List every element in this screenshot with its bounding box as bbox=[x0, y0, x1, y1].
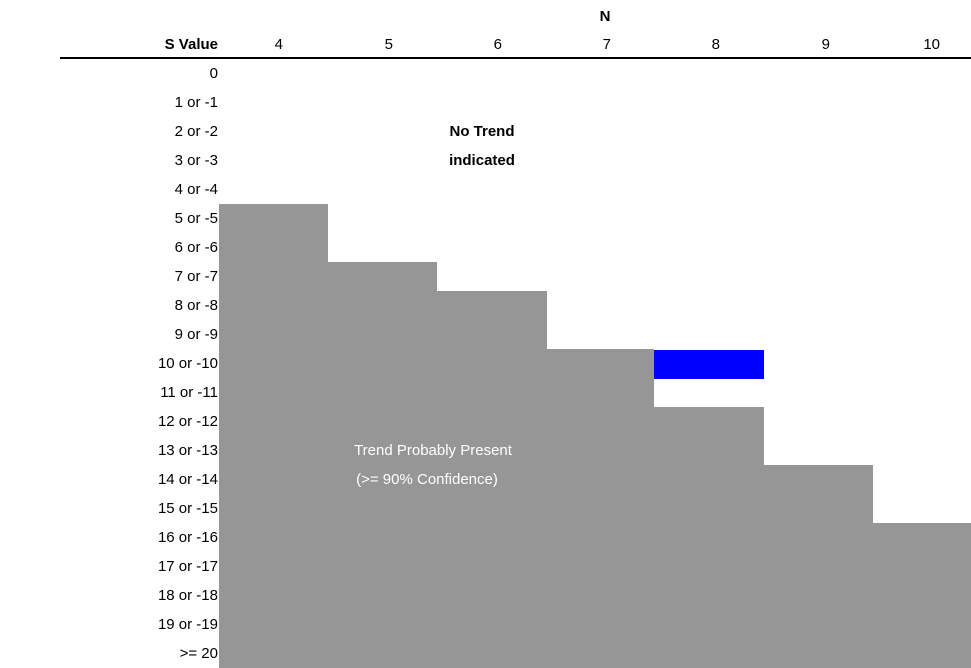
shaded-cells-n6 bbox=[437, 291, 547, 668]
s-value-header: S Value bbox=[164, 36, 218, 53]
shaded-cells-n4 bbox=[219, 204, 328, 668]
highlighted-cell[interactable] bbox=[654, 350, 764, 379]
no-trend-label-line1: No Trend bbox=[449, 123, 515, 140]
row-label: 2 or -2 bbox=[174, 123, 218, 140]
trend-present-label-line1: Trend Probably Present bbox=[354, 442, 512, 459]
row-label: 3 or -3 bbox=[174, 152, 218, 169]
row-label: 4 or -4 bbox=[174, 181, 218, 198]
n-header-4: 4 bbox=[274, 36, 283, 53]
row-label: 8 or -8 bbox=[174, 297, 218, 314]
row-label: 12 or -12 bbox=[157, 413, 218, 430]
row-label: 15 or -15 bbox=[157, 500, 218, 517]
row-label: 13 or -13 bbox=[157, 442, 218, 459]
n-header-7: 7 bbox=[602, 36, 611, 53]
row-label: 16 or -16 bbox=[157, 529, 218, 546]
row-label: 10 or -10 bbox=[157, 355, 218, 372]
row-label: >= 20 bbox=[179, 645, 218, 662]
row-label: 14 or -14 bbox=[157, 471, 218, 488]
shaded-cells-n9 bbox=[764, 465, 873, 668]
n-column-group-header: N bbox=[599, 8, 611, 25]
trend-present-label-line2: (>= 90% Confidence) bbox=[356, 471, 498, 488]
n-header-6: 6 bbox=[493, 36, 502, 53]
row-label: 1 or -1 bbox=[174, 94, 218, 111]
row-label: 5 or -5 bbox=[174, 210, 218, 227]
n-header-8: 8 bbox=[711, 36, 720, 53]
row-label: 6 or -6 bbox=[174, 239, 218, 256]
n-header-9: 9 bbox=[821, 36, 830, 53]
row-label: 11 or -11 bbox=[160, 384, 218, 401]
shaded-cells-n5 bbox=[328, 262, 437, 668]
column-header-row: S Value 4 5 6 7 8 9 10 bbox=[0, 33, 971, 57]
row-label: 7 or -7 bbox=[174, 268, 218, 285]
shaded-cells-n8 bbox=[654, 407, 764, 668]
n-header-5: 5 bbox=[384, 36, 393, 53]
header-divider bbox=[60, 57, 971, 59]
row-label: 19 or -19 bbox=[157, 616, 218, 633]
no-trend-label-line2: indicated bbox=[449, 152, 515, 169]
shaded-cells-n10 bbox=[873, 523, 971, 668]
row-label: 17 or -17 bbox=[157, 558, 218, 575]
row-label: 18 or -18 bbox=[157, 587, 218, 604]
row-label: 0 bbox=[209, 65, 218, 82]
n-header-10: 10 bbox=[923, 36, 940, 53]
row-label: 9 or -9 bbox=[174, 326, 218, 343]
shaded-cells-n7 bbox=[547, 349, 654, 668]
